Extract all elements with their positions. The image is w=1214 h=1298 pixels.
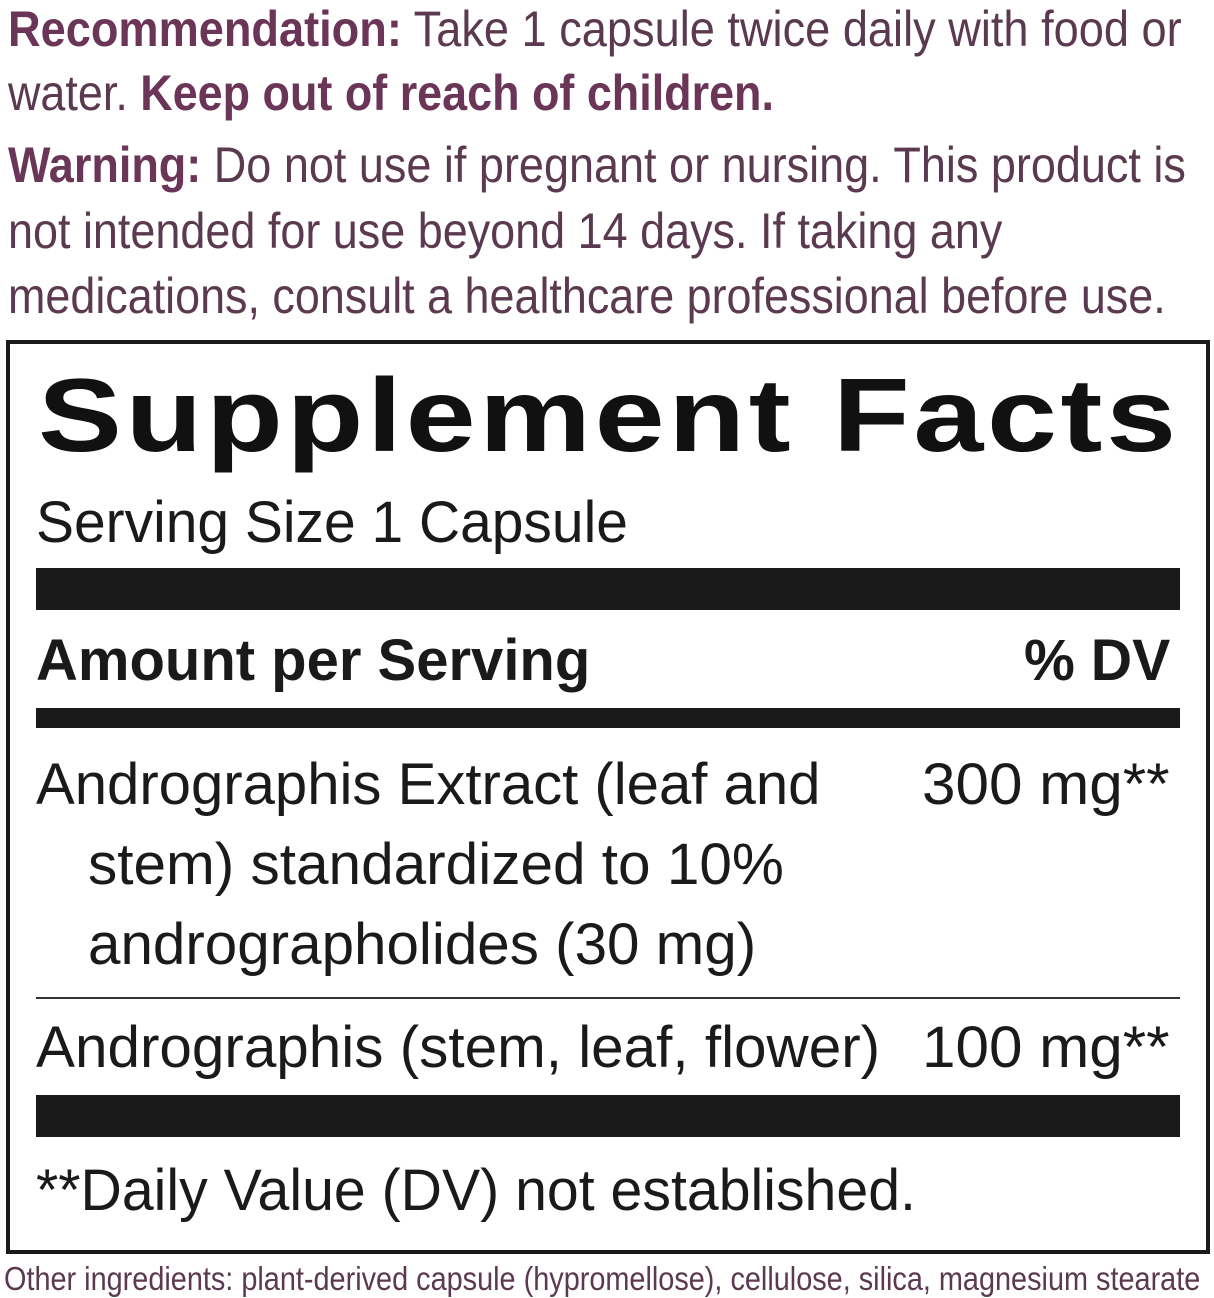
divider-medium: [36, 708, 1180, 728]
footnote: **Daily Value (DV) not established.: [36, 1158, 916, 1223]
supplement-facts-panel: [6, 340, 1210, 1254]
ingredient-amount: 100 mg**: [922, 1015, 1170, 1080]
ingredient-name: Andrographis Extract (leaf and: [36, 752, 821, 817]
serving-size: Serving Size 1 Capsule: [36, 490, 628, 555]
recommendation-label: Recommendation:: [8, 1, 402, 57]
warning-line-1: Warning: Do not use if pregnant or nursi…: [8, 140, 1186, 190]
amount-header: Amount per Serving: [36, 628, 591, 693]
ingredient-name: andrographolides (30 mg): [88, 912, 757, 977]
warning-label: Warning:: [8, 137, 202, 193]
ingredient-amount: 300 mg**: [922, 752, 1170, 817]
divider-thick: [36, 1095, 1180, 1137]
warning-line-3: medications, consult a healthcare profes…: [8, 268, 1166, 324]
other-ingredients: Other ingredients: plant-derived capsule…: [4, 1260, 1201, 1297]
ingredient-name: stem) standardized to 10%: [88, 832, 784, 897]
warning-text: Do not use if pregnant or nursing. This …: [213, 137, 1186, 193]
recommendation-line-2: water. Keep out of reach of children.: [8, 68, 774, 118]
recommendation-text: water.: [8, 65, 128, 121]
recommendation-text: Take 1 capsule twice daily with food or: [413, 1, 1182, 57]
keep-out-warning: Keep out of reach of children.: [140, 65, 774, 121]
warning-line-2: not intended for use beyond 14 days. If …: [8, 203, 1003, 259]
divider-thin: [36, 997, 1180, 999]
ingredient-name: Andrographis (stem, leaf, flower): [36, 1015, 881, 1080]
divider-thick: [36, 568, 1180, 610]
dv-header: % DV: [1024, 628, 1171, 693]
panel-title: Supplement Facts: [38, 358, 1180, 474]
recommendation-line-1: Recommendation: Take 1 capsule twice dai…: [8, 4, 1182, 54]
